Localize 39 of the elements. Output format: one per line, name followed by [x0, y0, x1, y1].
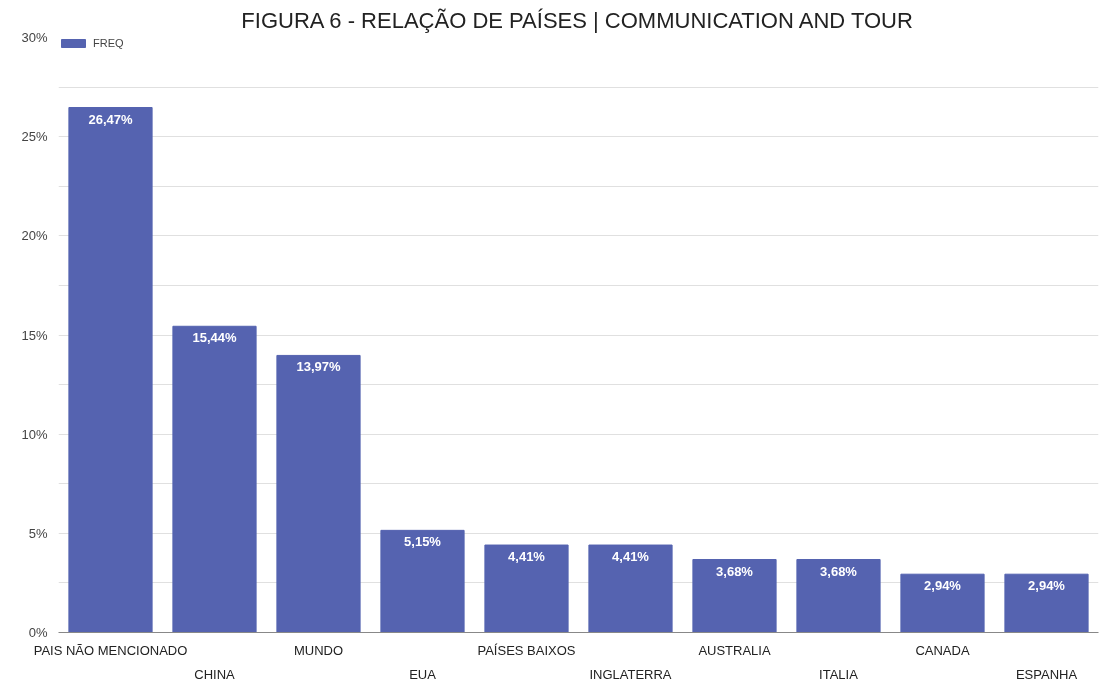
text: 4,41%	[508, 549, 545, 565]
x-tick-label: AUSTRALIA	[698, 642, 771, 658]
x-tick-label: INGLATERRA	[589, 666, 672, 682]
text: 2,94%	[1028, 578, 1065, 594]
y-tick-label: 25%	[21, 129, 48, 145]
y-tick-label: 10%	[21, 426, 48, 442]
chart-title: FIGURA 6 - RELAÇÃO DE PAÍSES | COMMUNICATION AND TOUR	[241, 7, 913, 33]
text: 5,15%	[404, 534, 441, 550]
y-tick-label: 0%	[28, 625, 48, 640]
x-tick-label: ESPANHA	[1015, 666, 1078, 682]
y-tick-label: 15%	[21, 327, 48, 343]
x-tick-label: PAIS NÃO MENCIONADO	[33, 642, 188, 658]
x-tick-label: CANADA	[915, 642, 970, 658]
y-tick-label: 20%	[21, 228, 48, 244]
text: 4,41%	[612, 549, 649, 565]
bar	[588, 544, 673, 633]
x-tick-label: PAÍSES BAIXOS	[477, 642, 576, 658]
text: 13,97%	[296, 359, 341, 375]
bar	[276, 354, 361, 633]
x-tick-label: ITALIA	[819, 666, 859, 682]
text: 2,94%	[924, 578, 961, 594]
bar	[900, 573, 985, 633]
bar	[380, 529, 465, 633]
legend-label: FREQ	[93, 37, 124, 49]
bar	[68, 107, 153, 633]
x-tick-label: EUA	[409, 666, 437, 682]
bar	[484, 544, 569, 633]
text: 3,68%	[820, 563, 857, 579]
text: 3,68%	[716, 563, 753, 579]
bar	[172, 325, 257, 633]
text: 26,47%	[88, 111, 133, 127]
bar	[692, 559, 777, 633]
text: 15,44%	[192, 330, 237, 346]
y-tick-label: 30%	[21, 30, 48, 45]
bar	[1004, 573, 1089, 633]
bar	[796, 559, 881, 633]
x-tick-label: MUNDO	[293, 642, 344, 658]
x-tick-label: CHINA	[194, 666, 236, 682]
y-tick-label: 5%	[28, 525, 48, 541]
